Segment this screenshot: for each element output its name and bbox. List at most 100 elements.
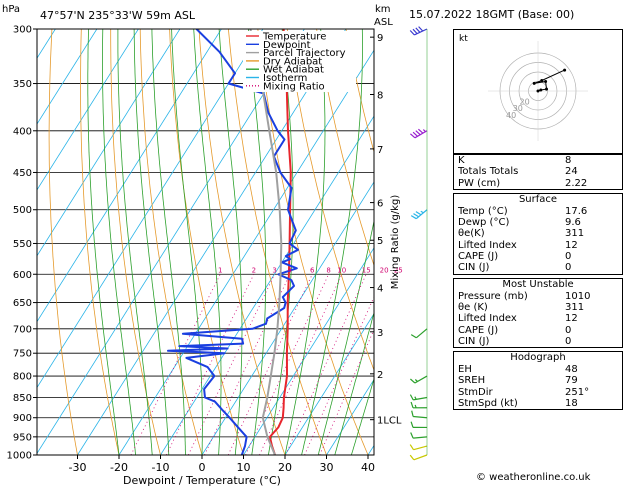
copyright-footer: © weatheronline.co.uk bbox=[476, 472, 591, 483]
mixing-ratio-line bbox=[130, 274, 221, 455]
index-key: Totals Totals bbox=[458, 166, 519, 178]
wet-adiabat-line bbox=[301, 29, 363, 455]
wet-adiabat-line bbox=[334, 311, 374, 455]
pressure-tick-label: 950 bbox=[13, 432, 32, 443]
index-row: CAPE (J) 0 bbox=[454, 325, 622, 336]
index-row: Lifted Index 12 bbox=[454, 240, 622, 251]
altitude-tick-label: 5 bbox=[377, 236, 383, 247]
wind-barb-staff bbox=[413, 415, 428, 419]
indices-block-most-unstable: Most Unstable Pressure (mb) 1010 θe (K) 311… bbox=[453, 277, 623, 349]
index-key: CIN (J) bbox=[458, 262, 490, 274]
wet-adiabat-line bbox=[268, 29, 294, 455]
wind-barb-staff bbox=[413, 445, 428, 451]
isotherm-line bbox=[160, 115, 374, 455]
isotherm-line bbox=[201, 181, 374, 455]
wind-barb-half-feather bbox=[414, 404, 417, 408]
hodograph-point bbox=[545, 87, 548, 91]
index-key: EH bbox=[458, 364, 472, 376]
pressure-tick-label: 750 bbox=[13, 349, 32, 360]
index-value: 251° bbox=[565, 386, 590, 398]
wet-adiabat-line bbox=[87, 29, 120, 455]
wet-adiabat-line bbox=[102, 29, 136, 455]
wind-barb-staff bbox=[415, 209, 428, 220]
index-row: SREH 79 bbox=[454, 375, 622, 386]
index-row: Lifted Index 12 bbox=[454, 313, 622, 324]
pressure-tick-label: 800 bbox=[13, 372, 32, 383]
pressure-tick-label: 600 bbox=[13, 270, 32, 281]
index-key: CAPE (J) bbox=[458, 251, 499, 263]
index-value: 24 bbox=[565, 166, 578, 178]
series-lines bbox=[167, 29, 299, 455]
background-lines bbox=[37, 29, 374, 455]
plot-frame bbox=[36, 28, 375, 456]
hodograph-point bbox=[536, 89, 540, 93]
index-row: Pressure (mb) 1010 bbox=[454, 291, 622, 302]
altitude-tick-label: 9 bbox=[377, 33, 383, 44]
index-row: Totals Totals 24 bbox=[454, 166, 622, 177]
wind-barb bbox=[409, 26, 428, 36]
most-unstable-title: Most Unstable bbox=[502, 278, 574, 290]
wind-barb bbox=[409, 444, 428, 451]
pressure-axis: 300 350 400 450 500 550 600 650 700 750 800 850 900 9… bbox=[7, 25, 37, 462]
wind-barb bbox=[409, 394, 428, 401]
index-key: CAPE (J) bbox=[458, 324, 499, 336]
isotherm-line bbox=[37, 29, 305, 455]
wind-barb-staff bbox=[414, 375, 428, 384]
wet-adiabat-line bbox=[351, 377, 374, 455]
temperature-tick-label: -10 bbox=[152, 461, 170, 474]
isotherm-line bbox=[37, 29, 139, 191]
index-key: StmSpd (kt) bbox=[458, 398, 518, 410]
wind-barb-staff bbox=[413, 396, 428, 401]
hodograph-ring-label: 40 bbox=[506, 111, 516, 120]
mixing-ratio-label: 25 bbox=[394, 266, 403, 274]
wind-barb-feather bbox=[410, 432, 414, 439]
index-key: CIN (J) bbox=[458, 335, 490, 347]
wind-barb-staff bbox=[413, 436, 428, 439]
wind-barb bbox=[410, 421, 428, 429]
wind-barb-staff bbox=[413, 454, 428, 461]
temperature-tick-label: -20 bbox=[110, 461, 128, 474]
altitude-tick-label: 1LCL bbox=[377, 416, 402, 427]
pressure-tick-label: 1000 bbox=[7, 451, 32, 462]
mixing-ratio-line bbox=[227, 274, 313, 455]
series-parcel-trajectory bbox=[249, 29, 283, 455]
wind-barb-feather bbox=[410, 215, 417, 220]
wind-barb-feather bbox=[410, 133, 416, 139]
series-dewpoint bbox=[167, 29, 299, 455]
mixing-ratio-line bbox=[304, 295, 374, 455]
pressure-tick-label: 500 bbox=[13, 205, 32, 216]
pressure-tick-label: 850 bbox=[13, 393, 32, 404]
wind-barb-half-feather bbox=[414, 396, 417, 400]
dry-adiabat-line bbox=[316, 29, 374, 267]
isotherm-line bbox=[243, 247, 374, 455]
wind-barb-staff bbox=[415, 328, 428, 339]
mixing-ratio-line bbox=[319, 328, 374, 455]
legend-label: Mixing Ratio bbox=[263, 81, 325, 92]
hodograph-point bbox=[540, 79, 544, 82]
dry-adiabat-line bbox=[139, 29, 203, 455]
index-value: 311 bbox=[565, 301, 585, 313]
index-value: 9.6 bbox=[565, 217, 581, 229]
isotherm-line bbox=[37, 29, 98, 125]
index-row: EH 48 bbox=[454, 364, 622, 375]
dry-adiabat-line bbox=[228, 29, 327, 455]
wind-barb-half-feather bbox=[422, 129, 426, 133]
wind-barb-feather bbox=[411, 410, 414, 417]
wind-barb-feather bbox=[415, 27, 421, 33]
wind-barb bbox=[409, 454, 428, 461]
temperature-tick-label: 10 bbox=[237, 461, 251, 474]
pressure-tick-label: 900 bbox=[13, 413, 32, 424]
wind-barb bbox=[411, 410, 428, 419]
location-label: 47°57'N 235°33'W 59m ASL bbox=[40, 9, 196, 22]
legend-label: Dry Adiabat bbox=[263, 56, 322, 67]
index-value: 12 bbox=[565, 239, 578, 251]
index-row: CIN (J) 0 bbox=[454, 336, 622, 347]
indices-block-general: K 8 Totals Totals 24 PW (cm) 2.22 bbox=[453, 154, 623, 190]
index-key: θe(K) bbox=[458, 228, 485, 240]
wet-adiabat-line bbox=[193, 29, 222, 455]
index-key: Dewp (°C) bbox=[458, 217, 510, 229]
hodograph-ring-label: 30 bbox=[513, 104, 523, 113]
dry-adiabat-line bbox=[110, 29, 161, 455]
index-value: 18 bbox=[565, 398, 578, 410]
